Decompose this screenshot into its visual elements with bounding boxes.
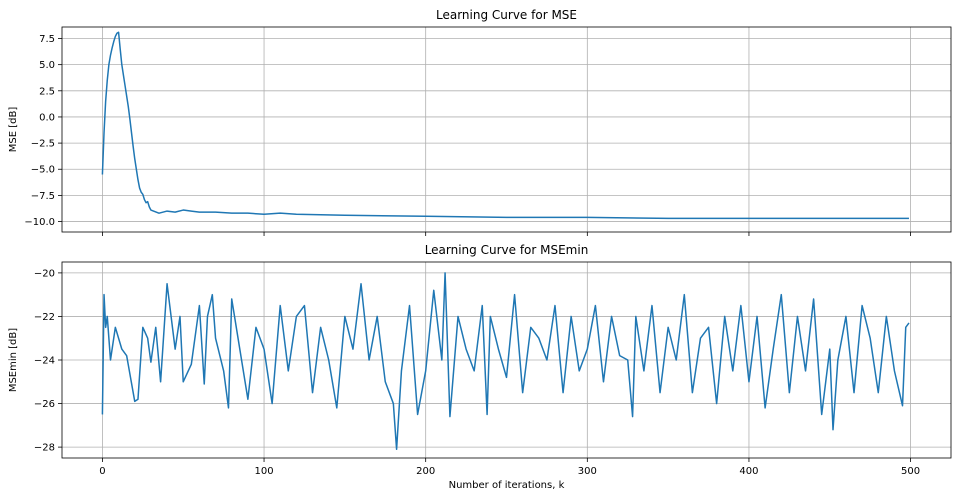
msemin-ytick-label: −26: [34, 399, 55, 410]
mse-line: [101, 31, 909, 220]
mse-ylabel: MSE [dB]: [8, 107, 19, 153]
msemin-line: [101, 272, 910, 451]
msemin-ticks: 0 100 200 300 400 500 −28 −26 −24 −22 −20: [34, 268, 920, 477]
msemin-xtick-label: 100: [254, 466, 273, 477]
mse-ticks: −10.0 −7.5 −5.0 −2.5 0.0 2.5 5.0 7.5: [24, 34, 911, 236]
mse-frame: [61, 26, 952, 233]
mse-ytick-label: 2.5: [39, 86, 55, 97]
mse-ytick-label: −7.5: [31, 191, 55, 202]
mse-grid: [62, 27, 951, 232]
msemin-ytick-label: −28: [34, 443, 55, 454]
mse-ytick-label: −2.5: [31, 139, 55, 150]
msemin-ytick-label: −24: [34, 356, 55, 367]
mse-title: Learning Curve for MSE: [436, 8, 577, 22]
mse-ytick-label: 5.0: [39, 60, 55, 71]
msemin-title: Learning Curve for MSEmin: [425, 243, 589, 257]
mse-panel: Learning Curve for MSE MSE [dB] −10.0 −7.…: [8, 8, 952, 236]
msemin-ylabel: MSEmin [dB]: [8, 328, 19, 392]
mse-ytick-label: 0.0: [39, 112, 55, 123]
msemin-xtick-label: 200: [416, 466, 435, 477]
msemin-xtick-label: 0: [99, 466, 105, 477]
msemin-frame: [61, 261, 952, 459]
msemin-grid: [62, 262, 951, 458]
msemin-xtick-label: 500: [901, 466, 920, 477]
msemin-ytick-label: −22: [34, 312, 55, 323]
mse-ytick-label: 7.5: [39, 34, 55, 45]
msemin-xtick-label: 400: [739, 466, 758, 477]
msemin-ytick-label: −20: [34, 268, 55, 279]
mse-ytick-label: −5.0: [31, 165, 55, 176]
msemin-panel: Learning Curve for MSEmin MSEmin [dB] Nu…: [8, 243, 952, 491]
msemin-xlabel: Number of iterations, k: [449, 480, 565, 491]
mse-ytick-label: −10.0: [24, 217, 55, 228]
msemin-xtick-label: 300: [578, 466, 597, 477]
